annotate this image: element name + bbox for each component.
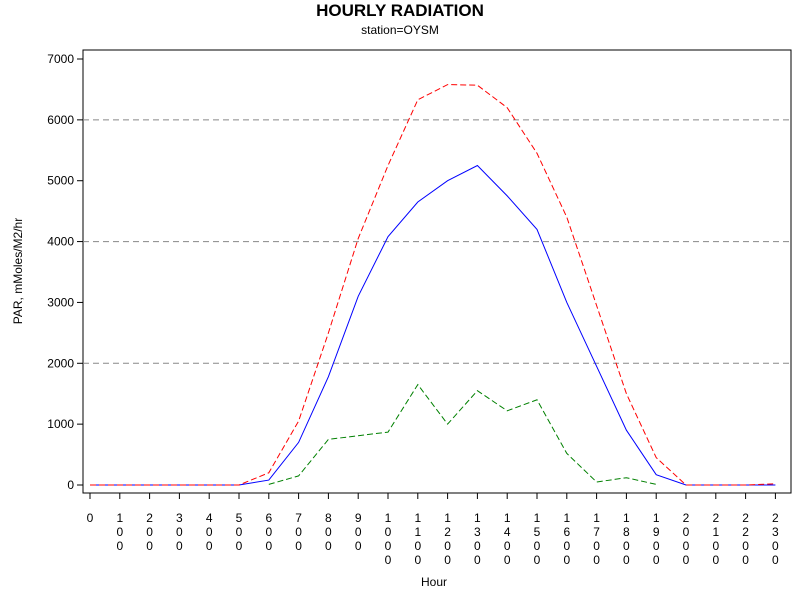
x-axis: 0 1 0 0 2 0 0 3 0 0 4 0 0 5 0 0 6 0 0 7 0 0 8 0 0 9 0 0 1 0 0 0 1 1 0 0 1 2 0 0…: [87, 493, 779, 567]
series-layer: [90, 84, 776, 486]
y-axis: 0 1000 2000 3000 4000 5000 6000 7000: [47, 52, 83, 492]
y-tick-label: 3000: [47, 295, 74, 309]
y-tick-label: 5000: [47, 174, 74, 188]
series-line-0: [90, 164, 776, 486]
y-axis-label: PAR, mMoles/M2/hr: [11, 218, 25, 324]
y-tick-label: 0: [67, 478, 74, 492]
series-line-1: [90, 84, 776, 486]
y-tick-label: 6000: [47, 113, 74, 127]
y-tick-label: 1000: [47, 417, 74, 431]
plot-frame: [82, 49, 792, 494]
grid-layer: [83, 119, 791, 364]
y-tick-label: 2000: [47, 356, 74, 370]
y-tick-label: 7000: [47, 52, 74, 66]
chart-subtitle: station=OYSM: [361, 23, 439, 37]
x-tick-label: 0: [87, 511, 94, 525]
y-tick-label: 4000: [47, 235, 74, 249]
x-axis-label: Hour: [421, 575, 447, 589]
chart-title: HOURLY RADIATION: [316, 1, 484, 20]
series-line-2: [268, 383, 657, 485]
